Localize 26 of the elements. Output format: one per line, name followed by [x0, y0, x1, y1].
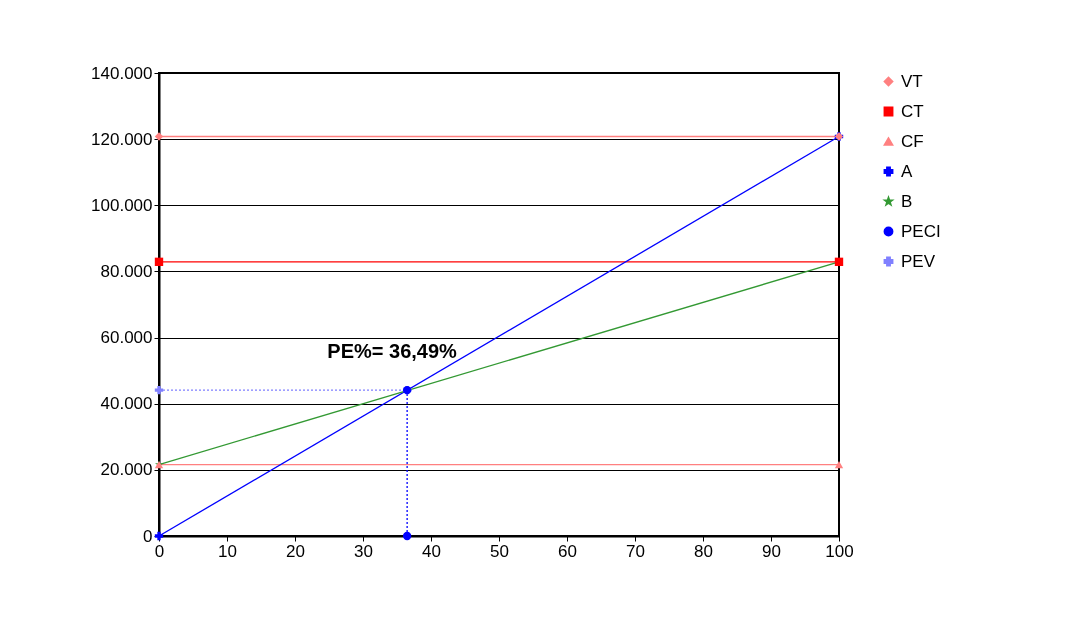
y-tick-label: 100.000: [91, 195, 153, 215]
x-tick-label: 90: [762, 541, 781, 561]
annotation: PE%= 36,49%: [327, 340, 458, 363]
x-tick-label: 50: [490, 541, 509, 561]
y-tick-label: 0: [143, 526, 153, 546]
x-tick-label: 80: [694, 541, 713, 561]
legend-label: VT: [901, 71, 923, 91]
x-tick-label: 40: [422, 541, 441, 561]
y-tick-label: 140.000: [91, 63, 153, 83]
legend-label: B: [901, 191, 913, 211]
x-tick-label: 10: [218, 541, 237, 561]
y-tick-label: 20.000: [100, 460, 153, 480]
x-tick-label: 70: [626, 541, 645, 561]
legend-label: PECI: [901, 221, 941, 241]
x-tick-label: 20: [286, 541, 305, 561]
y-tick-label: 60.000: [100, 328, 153, 348]
legend-label: A: [901, 161, 913, 181]
legend-label: CF: [901, 131, 924, 151]
x-tick-label: 60: [558, 541, 577, 561]
x-tick-label: 30: [354, 541, 373, 561]
y-tick-label: 40.000: [100, 394, 153, 414]
legend-label: PEV: [901, 251, 936, 271]
x-tick-label: 100: [825, 541, 854, 561]
legend-label: CT: [901, 101, 924, 121]
y-tick-label: 80.000: [100, 261, 153, 281]
y-tick-label: 120.000: [91, 129, 153, 149]
